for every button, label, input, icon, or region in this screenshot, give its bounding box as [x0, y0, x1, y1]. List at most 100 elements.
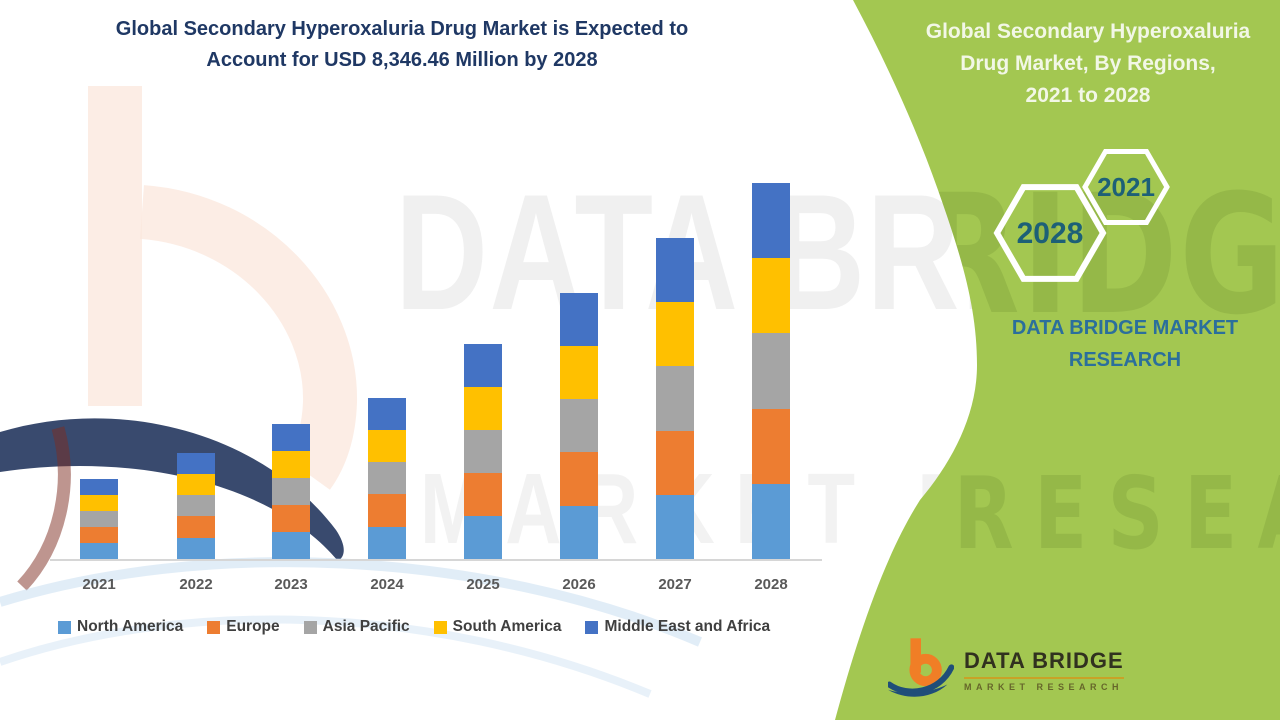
bar-segment-north-america: [177, 537, 215, 559]
side-panel-shape: [835, 0, 1280, 720]
bar-segment-middle-east-and-africa: [752, 183, 790, 259]
bar-segment-asia-pacific: [656, 366, 694, 431]
x-axis-label-2028: 2028: [754, 576, 788, 593]
bar-segment-north-america: [656, 494, 694, 559]
x-axis-label-2024: 2024: [370, 576, 404, 593]
company-logo-icon: [888, 638, 954, 697]
page-title-line1: Global Secondary Hyperoxaluria Drug Mark…: [115, 18, 689, 40]
bar-segment-asia-pacific: [80, 511, 118, 527]
bar-segment-europe: [464, 472, 502, 516]
legend-swatch: [585, 620, 599, 634]
bar-segment-north-america: [272, 531, 310, 559]
side-panel-title: Global Secondary Hyperoxaluria Drug Mark…: [910, 16, 1266, 112]
watermark-arc-maroon: [17, 426, 71, 591]
bar-segment-europe: [80, 527, 118, 543]
side-panel-title-line2: Drug Market, By Regions,: [960, 52, 1216, 75]
bar-segment-europe: [560, 452, 598, 506]
bar-segment-europe: [177, 516, 215, 538]
bar-segment-north-america: [752, 483, 790, 559]
bar-segment-asia-pacific: [177, 495, 215, 517]
legend-swatch: [433, 620, 447, 634]
page-title: Global Secondary Hyperoxaluria Drug Mark…: [40, 14, 764, 76]
watermark-arc-lightblue-2: [0, 615, 652, 698]
company-logo-name: DATA BRIDGE: [964, 648, 1124, 679]
bar-segment-europe: [368, 494, 406, 527]
x-axis-label-2025: 2025: [466, 576, 500, 593]
legend-label: North America: [77, 618, 184, 635]
svg-text:MARKET RESEARCH: MARKET RESEARCH: [420, 457, 1280, 573]
company-logo-subtitle: MARKET RESEARCH: [964, 682, 1124, 692]
bar-segment-asia-pacific: [368, 462, 406, 495]
hexagon-2028-label: 2028: [1017, 217, 1084, 250]
watermark-arc-lightblue-1: [0, 557, 702, 647]
side-panel-title-line1: Global Secondary Hyperoxaluria: [925, 20, 1251, 43]
watermark-b-bowl: [139, 185, 358, 490]
hexagon-2021-label: 2021: [1097, 172, 1155, 202]
bar-segment-middle-east-and-africa: [177, 452, 215, 474]
bar-segment-middle-east-and-africa: [272, 423, 310, 451]
stacked-bar-2021: [80, 479, 118, 559]
stacked-bar-2022: [177, 452, 215, 559]
legend-swatch: [58, 620, 71, 634]
bar-segment-europe: [752, 408, 790, 484]
legend-swatch: [303, 620, 317, 634]
stacked-bar-2024: [368, 397, 406, 559]
hexagon-badges: 2021 2028: [993, 149, 1170, 282]
page-title-line2: Account for USD 8,346.46 Million by 2028: [206, 49, 598, 71]
chart-legend: North America Europe Asia Pacific South Ame…: [58, 618, 828, 636]
bar-segment-north-america: [80, 543, 118, 559]
bar-segment-asia-pacific: [464, 429, 502, 473]
x-axis-label-2023: 2023: [274, 576, 308, 593]
watermark-swoosh-navy: [0, 418, 344, 561]
bar-segment-asia-pacific: [752, 333, 790, 409]
legend-swatch: [207, 620, 221, 634]
x-axis-label-2027: 2027: [658, 576, 692, 593]
bar-segment-middle-east-and-africa: [560, 292, 598, 346]
bar-segment-middle-east-and-africa: [368, 397, 406, 430]
legend-label: Middle East and Africa: [604, 618, 771, 635]
bar-segment-south-america: [464, 386, 502, 430]
legend-item-middle-east-and-africa: Middle East and Africa: [585, 618, 770, 636]
watermark-logo-art: [0, 86, 702, 698]
bar-segment-middle-east-and-africa: [80, 479, 118, 495]
bar-segment-asia-pacific: [272, 477, 310, 505]
bar-segment-south-america: [368, 429, 406, 463]
x-axis-label-2021: 2021: [82, 576, 116, 593]
bar-segment-north-america: [464, 515, 502, 559]
side-panel-brand-text: DATA BRIDGE MARKET RESEARCH: [950, 312, 1280, 376]
brand-text-line1: DATA BRIDGE MARKET: [1011, 317, 1239, 339]
hexagon-2028: [993, 184, 1107, 282]
bar-segment-south-america: [80, 495, 118, 511]
legend-label: South America: [452, 618, 562, 635]
x-axis-label-2026: 2026: [562, 576, 596, 593]
x-axis-label-2022: 2022: [179, 576, 213, 593]
hexagon-2021: [1082, 149, 1170, 225]
legend-item-south-america: South America: [433, 618, 562, 636]
bar-segment-middle-east-and-africa: [656, 238, 694, 303]
stacked-bar-2025: [464, 343, 502, 559]
legend-label: Asia Pacific: [322, 618, 410, 635]
bar-segment-south-america: [272, 450, 310, 478]
bar-segment-south-america: [656, 302, 694, 367]
bar-segment-south-america: [177, 473, 215, 496]
stacked-bar-2023: [272, 423, 310, 559]
bar-segment-asia-pacific: [560, 399, 598, 453]
bar-segment-north-america: [368, 526, 406, 559]
bar-segment-europe: [656, 430, 694, 495]
bar-segment-north-america: [560, 505, 598, 559]
brand-text-line2: RESEARCH: [1068, 349, 1182, 371]
bar-segment-middle-east-and-africa: [464, 343, 502, 387]
stacked-bar-2028: [752, 183, 790, 559]
legend-item-europe: Europe: [207, 618, 280, 636]
bar-segment-south-america: [752, 258, 790, 334]
watermark-b-stem: [88, 86, 142, 406]
bar-segment-europe: [272, 504, 310, 532]
legend-item-asia-pacific: Asia Pacific: [303, 618, 410, 636]
company-logo: DATA BRIDGE MARKET RESEARCH: [888, 634, 1124, 706]
bar-chart-plot-area: [50, 170, 822, 561]
stacked-bar-2027: [656, 238, 694, 559]
legend-item-north-america: North America: [58, 618, 183, 636]
legend-label: Europe: [226, 618, 280, 635]
